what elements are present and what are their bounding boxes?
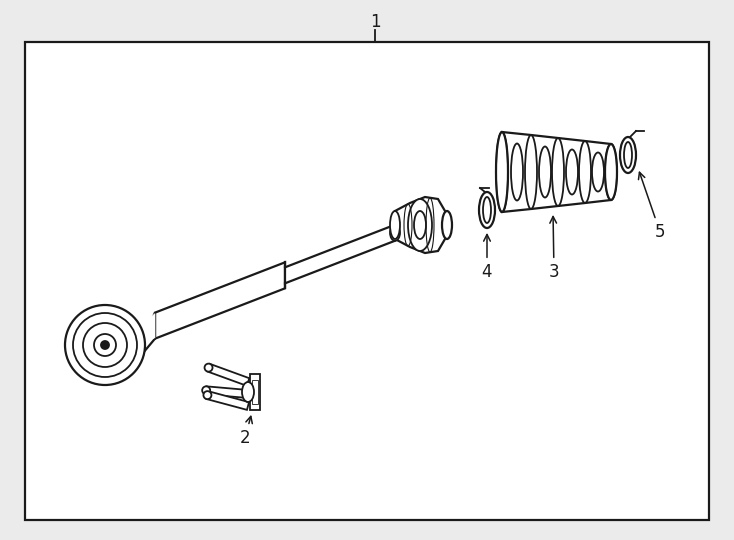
Ellipse shape [408,199,432,251]
Text: 4: 4 [482,234,493,281]
Polygon shape [206,386,248,398]
Ellipse shape [483,197,491,223]
Ellipse shape [496,132,508,212]
Ellipse shape [202,386,210,394]
Polygon shape [250,374,260,410]
Polygon shape [206,392,249,410]
Text: 1: 1 [370,13,380,31]
Polygon shape [25,42,709,520]
Ellipse shape [442,211,452,239]
Text: 5: 5 [639,172,665,241]
Ellipse shape [605,144,617,200]
Ellipse shape [390,225,400,241]
Ellipse shape [65,305,145,385]
Ellipse shape [620,137,636,173]
Text: 3: 3 [549,217,559,281]
Polygon shape [285,225,395,284]
Polygon shape [155,262,285,339]
Ellipse shape [203,391,211,399]
Ellipse shape [205,363,213,372]
Ellipse shape [390,211,400,239]
Ellipse shape [242,382,254,402]
Polygon shape [502,132,611,212]
Text: 2: 2 [240,416,252,447]
Polygon shape [143,313,155,353]
Ellipse shape [94,334,116,356]
Polygon shape [252,380,258,404]
Ellipse shape [479,192,495,228]
Polygon shape [125,314,155,351]
Ellipse shape [624,142,632,168]
Polygon shape [207,364,250,386]
Ellipse shape [101,341,109,349]
Polygon shape [395,197,448,253]
